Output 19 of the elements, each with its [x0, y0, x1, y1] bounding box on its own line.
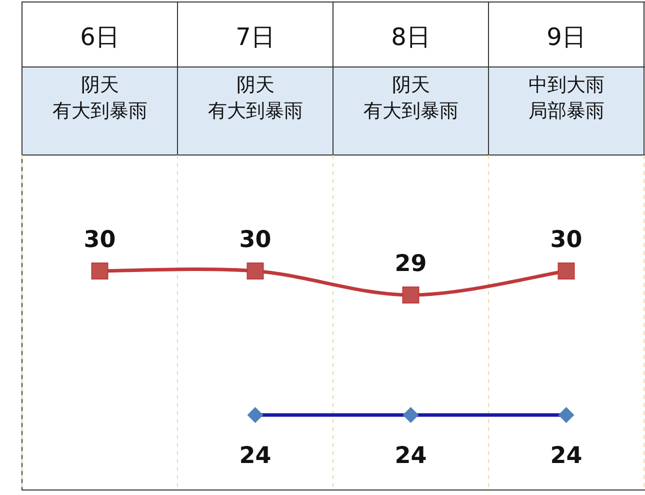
data-label: 29 — [394, 251, 427, 277]
x-tick-label: 7日 — [236, 23, 275, 51]
data-label: 24 — [550, 443, 582, 469]
data-label: 30 — [550, 227, 582, 253]
data-label: 24 — [394, 443, 427, 469]
data-label: 24 — [239, 443, 272, 469]
x-tick-label: 6日 — [80, 23, 120, 51]
data-label: 30 — [239, 227, 272, 253]
x-tick-label: 8日 — [391, 23, 430, 51]
x-tick-label: 9日 — [546, 23, 586, 51]
text: 中到大雨 — [528, 74, 604, 96]
text: 阴天 — [236, 74, 274, 96]
text: 有大到暴雨 — [363, 100, 458, 122]
data-label: 30 — [84, 227, 116, 253]
text: 有大到暴雨 — [52, 100, 148, 122]
text: 局部暴雨 — [528, 100, 604, 122]
text: 有大到暴雨 — [208, 100, 303, 122]
text: 阴天 — [392, 74, 430, 96]
text: 阴天 — [80, 74, 119, 96]
